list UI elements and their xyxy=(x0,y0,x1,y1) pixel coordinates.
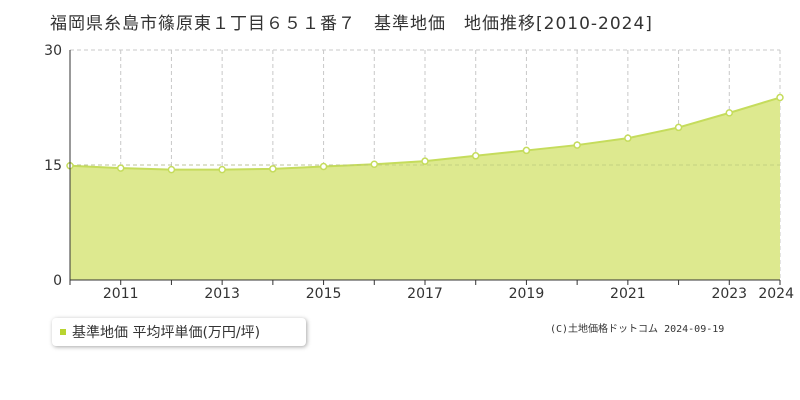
data-point-2013 xyxy=(218,165,226,174)
chart-title: 福岡県糸島市篠原東１丁目６５１番７ 基準地価 地価推移[2010-2024] xyxy=(50,14,653,34)
y-tick-label: 0 xyxy=(53,273,62,289)
data-point-2018 xyxy=(471,152,480,160)
x-tick-label: 2015 xyxy=(306,286,342,300)
area-fill xyxy=(70,97,780,281)
x-tick-label: 2011 xyxy=(103,286,139,300)
data-points xyxy=(66,93,784,174)
x-tick-label: 2024 xyxy=(758,286,794,300)
data-point-2017 xyxy=(421,157,429,165)
data-point-2015 xyxy=(319,162,328,171)
data-point-2023 xyxy=(725,109,734,117)
data-point-2016 xyxy=(370,160,379,168)
axes xyxy=(69,50,781,285)
data-point-2020 xyxy=(573,141,581,149)
data-point-2021 xyxy=(624,134,632,142)
y-tick-label: 15 xyxy=(44,158,62,174)
area-chart: 0 15 30 2011 2013 2015 2017 2019 2021 2023 2024 xyxy=(44,43,794,300)
data-point-2012 xyxy=(167,165,176,174)
copyright-credit: (C)土地価格ドットコム 2024-09-19 xyxy=(550,324,725,335)
data-point-2014 xyxy=(269,165,277,173)
x-tick-label: 2021 xyxy=(610,286,646,300)
x-tick-labels: 2011 2013 2015 2017 2019 2021 2023 2024 xyxy=(103,286,794,300)
area-layer xyxy=(69,96,781,281)
legend-marker xyxy=(60,329,66,335)
x-tick-label: 2023 xyxy=(711,286,747,300)
x-tick-label: 2017 xyxy=(407,286,443,300)
legend-label: 基準地価 平均坪単価(万円/坪) xyxy=(72,325,261,341)
x-tick-label: 2019 xyxy=(509,286,545,300)
data-point-2011 xyxy=(116,164,125,172)
y-tick-label: 30 xyxy=(44,43,62,59)
data-point-2019 xyxy=(522,146,531,155)
legend: 基準地価 平均坪単価(万円/坪) xyxy=(52,318,306,346)
data-point-2024 xyxy=(776,93,784,102)
data-point-2022 xyxy=(674,123,683,132)
y-tick-labels: 0 15 30 xyxy=(44,43,62,289)
x-tick-label: 2013 xyxy=(204,286,240,300)
